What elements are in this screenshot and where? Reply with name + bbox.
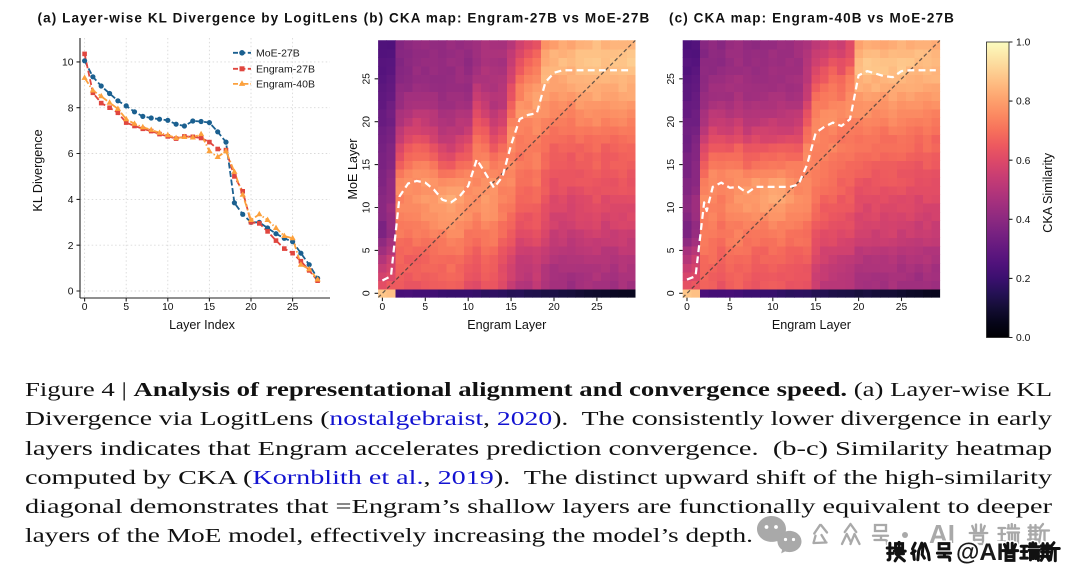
svg-text:5: 5 [123, 302, 129, 313]
svg-text:0: 0 [362, 290, 373, 296]
svg-text:0.6: 0.6 [1016, 156, 1031, 167]
svg-text:25: 25 [362, 73, 373, 85]
svg-text:15: 15 [204, 302, 216, 313]
svg-text:(c) CKA map: Engram-40B vs MoE: (c) CKA map: Engram-40B vs MoE-27B [669, 11, 955, 26]
svg-text:10: 10 [62, 58, 74, 69]
svg-text:MoE Layer: MoE Layer [346, 139, 360, 200]
svg-text:20: 20 [362, 116, 373, 128]
svg-text:(b) CKA map: Engram-27B vs MoE: (b) CKA map: Engram-27B vs MoE-27B [364, 11, 651, 26]
svg-text:2: 2 [68, 241, 74, 252]
svg-text:0.8: 0.8 [1016, 97, 1031, 108]
svg-text:20: 20 [245, 302, 257, 313]
svg-text:@AI: @AI [956, 539, 1003, 566]
svg-text:Engram Layer: Engram Layer [772, 318, 851, 332]
svg-text:KL Divergence: KL Divergence [31, 129, 45, 211]
svg-text:25: 25 [896, 302, 908, 313]
svg-text:Layer Index: Layer Index [169, 318, 236, 332]
svg-text:15: 15 [666, 159, 677, 171]
svg-text:0: 0 [666, 290, 677, 296]
svg-text:15: 15 [505, 302, 517, 313]
svg-text:10: 10 [666, 202, 677, 214]
svg-text:0: 0 [82, 302, 88, 313]
svg-text:10: 10 [362, 202, 373, 214]
svg-text:5: 5 [727, 302, 733, 313]
svg-text:(a) Layer-wise KL Divergence b: (a) Layer-wise KL Divergence by LogitLen… [38, 11, 359, 26]
svg-text:10: 10 [767, 302, 779, 313]
svg-text:0: 0 [684, 302, 690, 313]
svg-text:10: 10 [462, 302, 474, 313]
svg-text:4: 4 [68, 195, 74, 206]
svg-text:25: 25 [591, 302, 603, 313]
svg-text:5: 5 [422, 302, 428, 313]
svg-text:1.0: 1.0 [1016, 38, 1031, 49]
svg-text:0.0: 0.0 [1016, 333, 1031, 344]
svg-text:Engram-27B: Engram-27B [256, 64, 315, 76]
svg-text:Engram-40B: Engram-40B [256, 79, 315, 91]
svg-text:20: 20 [853, 302, 865, 313]
svg-text:25: 25 [287, 302, 299, 313]
svg-text:15: 15 [810, 302, 822, 313]
svg-text:0: 0 [380, 302, 386, 313]
svg-text:Engram Layer: Engram Layer [467, 318, 546, 332]
svg-text:6: 6 [68, 149, 74, 160]
svg-text:0.4: 0.4 [1016, 215, 1031, 226]
svg-text:10: 10 [162, 302, 174, 313]
svg-text:5: 5 [666, 247, 677, 253]
svg-text:8: 8 [68, 103, 74, 114]
svg-text:20: 20 [666, 116, 677, 128]
svg-text:MoE-27B: MoE-27B [256, 48, 300, 60]
svg-text:25: 25 [666, 73, 677, 85]
svg-text:CKA Similarity: CKA Similarity [1041, 152, 1055, 232]
svg-text:20: 20 [548, 302, 560, 313]
svg-text:15: 15 [362, 159, 373, 171]
svg-text:0.2: 0.2 [1016, 274, 1031, 285]
svg-text:0: 0 [68, 287, 74, 298]
svg-text:@AI: @AI [956, 539, 1003, 566]
svg-text:5: 5 [362, 247, 373, 253]
